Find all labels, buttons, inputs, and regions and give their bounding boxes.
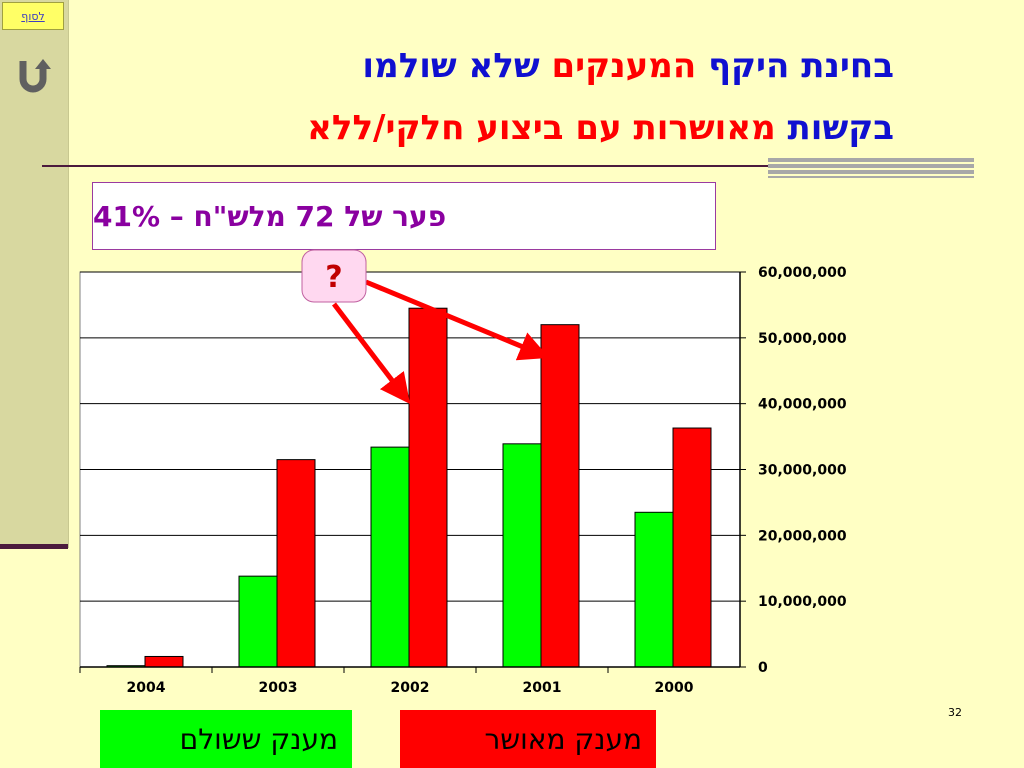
title-segment: בקשות xyxy=(787,108,894,148)
arrow-to-2002 xyxy=(332,302,411,404)
arrow-to-2001 xyxy=(365,279,550,361)
y-tick-label: 10,000,000 xyxy=(758,594,847,610)
bar-paid-2000 xyxy=(634,511,674,668)
x-tick-label: 2003 xyxy=(259,680,298,696)
bar-paid-2003 xyxy=(238,575,278,668)
bar-approved-2003 xyxy=(276,459,316,668)
question-mark: ? xyxy=(325,260,342,295)
x-tick-label: 2004 xyxy=(127,680,166,696)
y-tick-label: 0 xyxy=(758,660,768,676)
y-tick-label: 20,000,000 xyxy=(758,528,847,544)
x-tick-label: 2000 xyxy=(655,680,694,696)
page-title-line-1: בחינת היקף המענקים שלא שולמו xyxy=(74,46,894,86)
title-divider xyxy=(42,165,772,167)
gap-note-box: פער של 72 מלש"ח – 41% xyxy=(92,182,716,250)
y-tick-label: 30,000,000 xyxy=(758,463,847,479)
title-segment: שלא שולמו xyxy=(362,46,552,86)
bar-paid-2001 xyxy=(502,443,542,668)
gap-note-text: פער של 72 מלש"ח – 41% xyxy=(93,199,447,233)
y-tick-label: 60,000,000 xyxy=(758,265,847,281)
x-tick-label: 2001 xyxy=(523,680,562,696)
y-tick-label: 50,000,000 xyxy=(758,331,847,347)
chart-bars xyxy=(106,307,712,668)
decorative-stripes xyxy=(768,158,974,178)
bar-approved-2004 xyxy=(144,655,184,668)
bar-approved-2001 xyxy=(540,324,580,668)
go-to-end-link[interactable]: לסוף xyxy=(2,2,64,30)
sidebar-divider xyxy=(0,544,68,549)
bar-approved-2002 xyxy=(408,307,448,668)
page-title-line-2: בקשות מאושרות עם ביצוע חלקי/ללא xyxy=(74,108,894,148)
x-tick-label: 2002 xyxy=(391,680,430,696)
u-turn-back-icon[interactable] xyxy=(10,52,56,98)
page-number: 32 xyxy=(948,706,962,719)
y-tick-label: 40,000,000 xyxy=(758,397,847,413)
bar-approved-2000 xyxy=(672,427,712,668)
legend-approved: מענק מאושר xyxy=(400,710,656,768)
chart-axes: 0 10,000,000 20,000,000 30,000,000 40,000,00… xyxy=(79,265,847,696)
title-segment: בחינת היקף xyxy=(696,46,894,86)
question-mark-box xyxy=(301,249,367,303)
annotation-arrows: ? xyxy=(301,249,550,404)
legend-paid: מענק ששולם xyxy=(100,710,352,768)
bar-paid-2002 xyxy=(370,446,410,668)
title-segment-highlight: מאושרות עם ביצוע חלקי/ללא xyxy=(307,108,788,148)
title-segment-highlight: המענקים xyxy=(551,46,697,86)
